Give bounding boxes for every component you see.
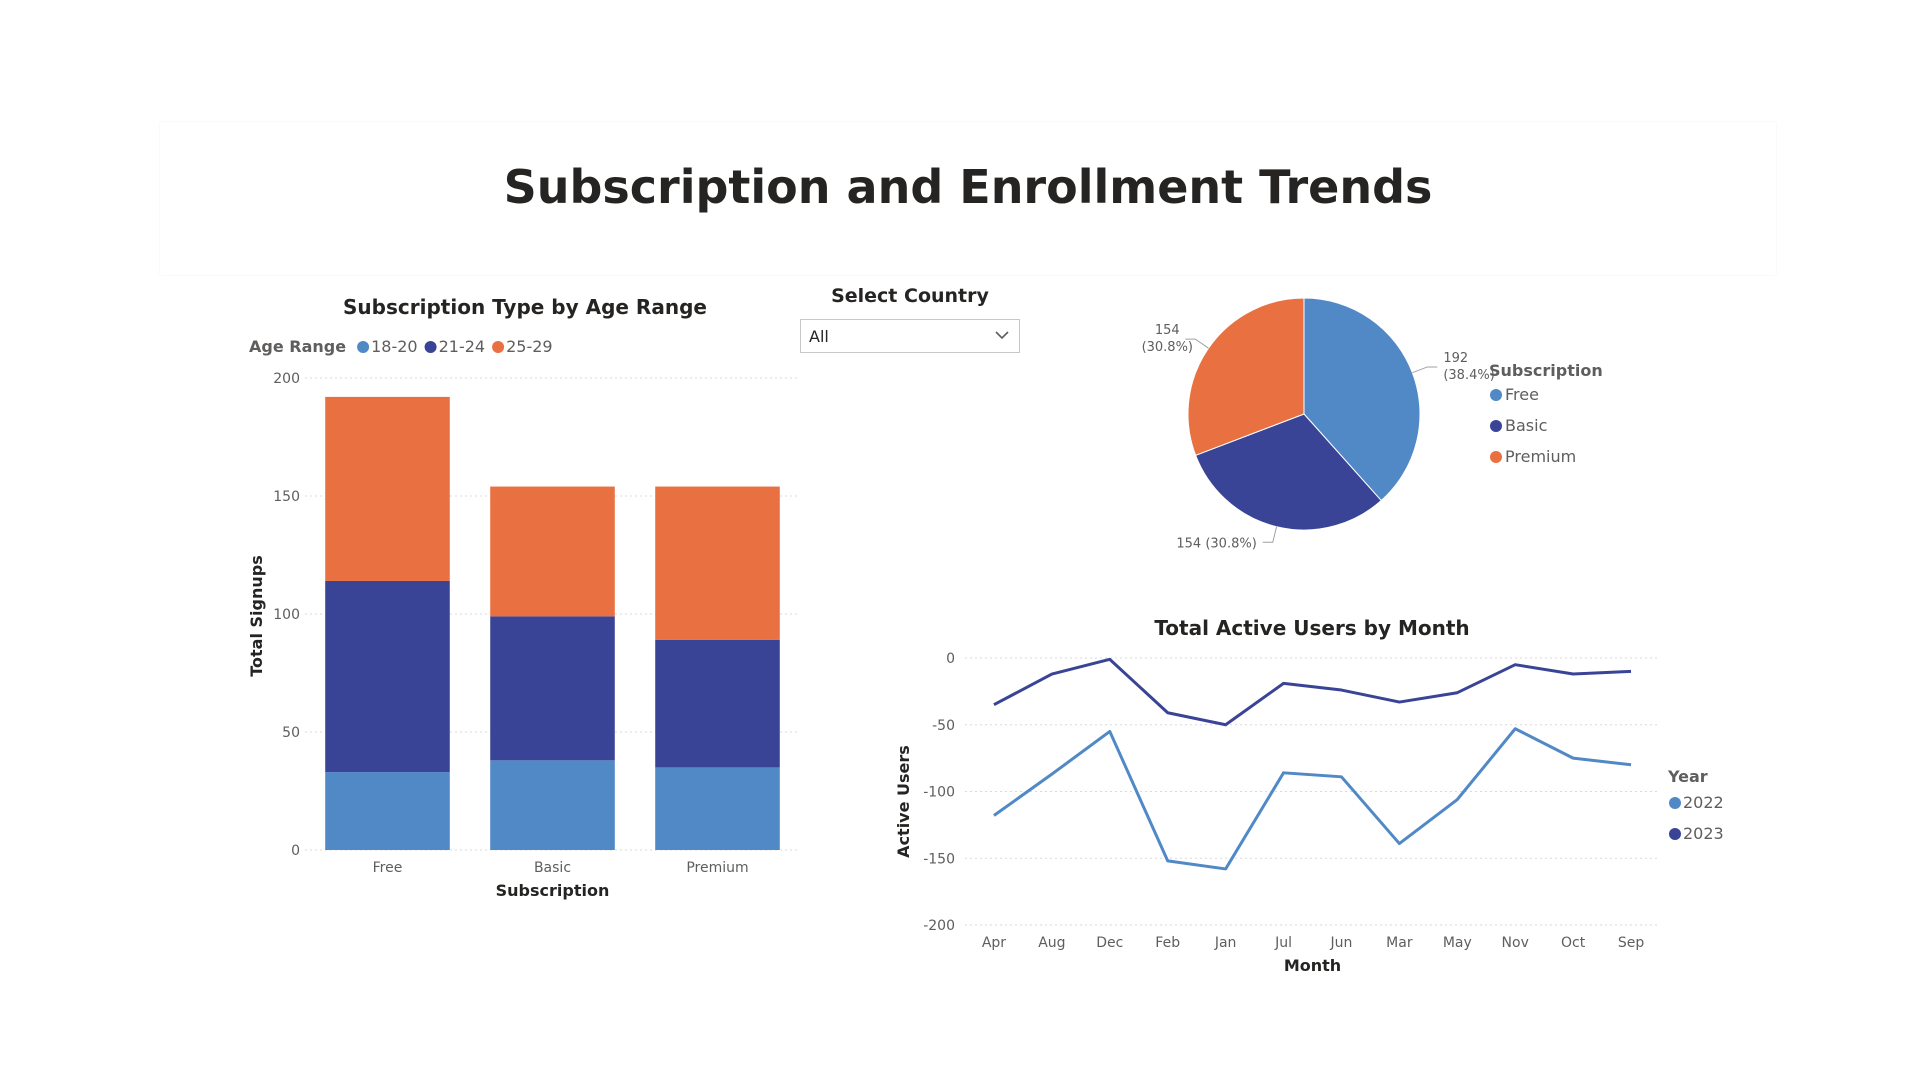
legend-title: Age Range bbox=[249, 337, 346, 356]
line-chart: Total Active Users by Month 0 -50 -100 -150 -… bbox=[880, 600, 1740, 980]
bar-basic-18-20 bbox=[490, 760, 615, 850]
chevron-down-icon bbox=[995, 331, 1009, 340]
y-axis-title: Active Users bbox=[894, 745, 913, 858]
slicer-value: All bbox=[809, 327, 829, 346]
x-tick-label: Oct bbox=[1561, 935, 1586, 951]
x-tick-label: Premium bbox=[686, 860, 748, 876]
x-tick-label: Jun bbox=[1330, 935, 1353, 951]
pie-chart-svg: 192 (38.4%) 154 (30.8%) 154 (30.8%) Subscript… bbox=[1142, 297, 1603, 551]
line-series-2022 bbox=[993, 727, 1632, 871]
x-tick-label: Basic bbox=[534, 860, 571, 876]
line-legend-label-2022: 2022 bbox=[1683, 793, 1724, 812]
pie-legend-title: Subscription bbox=[1489, 361, 1603, 380]
pie-leader-line bbox=[1412, 366, 1438, 374]
line-chart-title: Total Active Users by Month bbox=[1154, 616, 1469, 640]
country-slicer: Select Country All bbox=[800, 285, 1020, 353]
x-tick-label: Apr bbox=[982, 935, 1006, 951]
bar-basic-25-29 bbox=[490, 486, 615, 617]
x-axis-title: Month bbox=[1284, 956, 1341, 975]
pie-legend-label-premium: Premium bbox=[1505, 447, 1576, 466]
stacked-bar-chart: Subscription Type by Age Range Age Range 1… bbox=[240, 285, 810, 905]
pie-data-label: 154 (30.8%) bbox=[1176, 536, 1256, 551]
pie-legend-label-free: Free bbox=[1505, 385, 1539, 404]
pie-legend-marker-premium bbox=[1490, 451, 1502, 463]
pie-data-label-pct: (30.8%) bbox=[1142, 340, 1193, 355]
legend-marker-25-29 bbox=[492, 341, 505, 353]
x-tick-label: Sep bbox=[1618, 935, 1645, 951]
x-tick-label: Free bbox=[373, 860, 403, 876]
bar-premium-21-24 bbox=[655, 639, 780, 768]
x-axis-title: Subscription bbox=[496, 881, 610, 900]
line-series-2023 bbox=[993, 657, 1632, 727]
bar-premium-18-20 bbox=[655, 767, 780, 850]
x-tick-label: Feb bbox=[1155, 935, 1180, 951]
legend-label-21-24: 21-24 bbox=[439, 337, 486, 356]
country-dropdown[interactable]: All bbox=[800, 319, 1020, 353]
pie-slice-free bbox=[1303, 297, 1421, 502]
x-tick-label: Jan bbox=[1214, 935, 1237, 951]
line-legend-label-2023: 2023 bbox=[1683, 824, 1724, 843]
legend-label-18-20: 18-20 bbox=[371, 337, 418, 356]
pie-data-label-value: 154 bbox=[1155, 323, 1180, 338]
pie-data-label-value: 192 bbox=[1443, 351, 1468, 366]
bar-chart-title: Subscription Type by Age Range bbox=[343, 295, 707, 319]
x-tick-label: Mar bbox=[1386, 935, 1413, 951]
y-tick-label: -150 bbox=[923, 851, 955, 867]
y-tick-label: 200 bbox=[273, 371, 300, 387]
pie-leader-line bbox=[1262, 526, 1278, 543]
x-tick-label: Dec bbox=[1096, 935, 1123, 951]
line-legend-marker-2022 bbox=[1669, 797, 1681, 809]
x-tick-label: Jul bbox=[1274, 935, 1292, 951]
bar-premium-25-29 bbox=[655, 486, 780, 640]
x-tick-label: May bbox=[1443, 935, 1472, 951]
bar-free-18-20 bbox=[325, 772, 450, 850]
slicer-title: Select Country bbox=[831, 285, 989, 307]
legend-label-25-29: 25-29 bbox=[506, 337, 553, 356]
x-tick-label: Nov bbox=[1502, 935, 1529, 951]
title-card: Subscription and Enrollment Trends bbox=[160, 122, 1776, 275]
y-tick-label: 100 bbox=[273, 607, 300, 623]
y-tick-label: 0 bbox=[291, 843, 300, 859]
page-title: Subscription and Enrollment Trends bbox=[503, 160, 1433, 214]
y-tick-label: 50 bbox=[282, 725, 300, 741]
pie-leader-line bbox=[1185, 338, 1209, 349]
y-tick-label: 0 bbox=[946, 651, 955, 667]
legend-marker-21-24 bbox=[424, 341, 437, 353]
bar-basic-21-24 bbox=[490, 616, 615, 761]
pie-legend-marker-basic bbox=[1490, 420, 1502, 432]
pie-data-label-pct: (38.4%) bbox=[1443, 368, 1494, 383]
pie-chart: 192 (38.4%) 154 (30.8%) 154 (30.8%) Subscript… bbox=[1120, 270, 1680, 560]
line-chart-svg: Total Active Users by Month 0 -50 -100 -150 -… bbox=[894, 616, 1724, 975]
y-tick-label: -200 bbox=[923, 918, 955, 934]
line-legend-title: Year bbox=[1667, 767, 1708, 786]
legend-marker-18-20 bbox=[357, 341, 370, 353]
x-tick-label: Aug bbox=[1038, 935, 1065, 951]
bar-free-25-29 bbox=[325, 396, 450, 581]
bar-free-21-24 bbox=[325, 580, 450, 773]
pie-legend-marker-free bbox=[1490, 389, 1502, 401]
line-legend-marker-2023 bbox=[1669, 828, 1681, 840]
y-tick-label: -100 bbox=[923, 785, 955, 801]
y-tick-label: 150 bbox=[273, 489, 300, 505]
pie-legend-label-basic: Basic bbox=[1505, 416, 1547, 435]
y-tick-label: -50 bbox=[932, 718, 955, 734]
pie-slice-basic bbox=[1194, 413, 1382, 531]
bar-chart-svg: Subscription Type by Age Range Age Range 1… bbox=[247, 295, 800, 900]
y-axis-title: Total Signups bbox=[247, 555, 266, 677]
